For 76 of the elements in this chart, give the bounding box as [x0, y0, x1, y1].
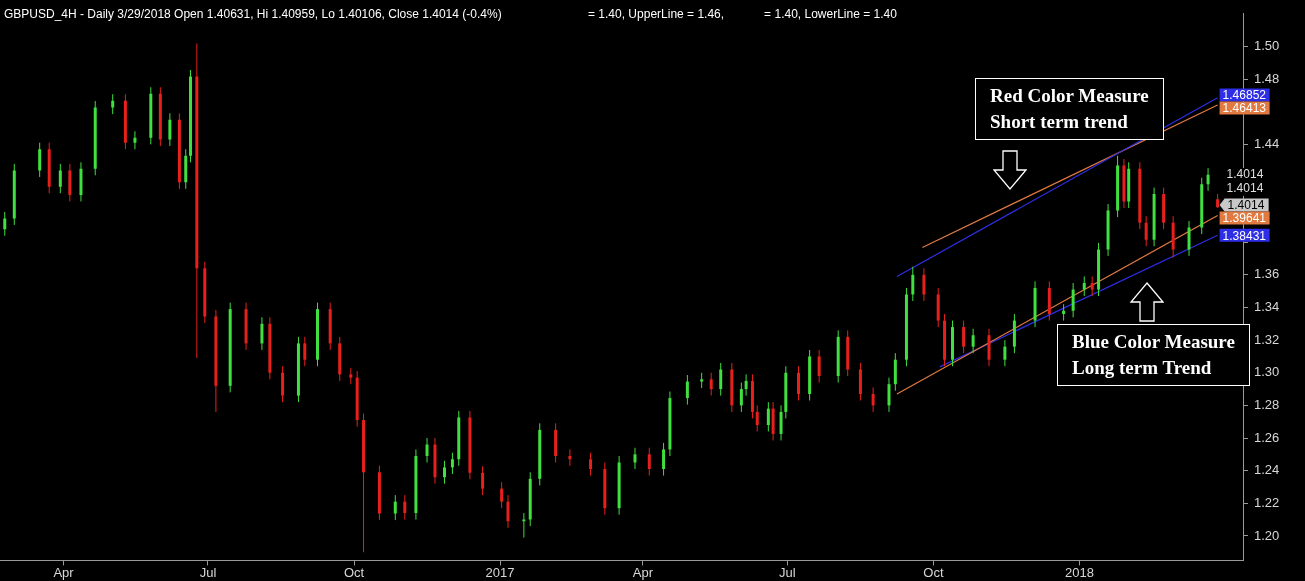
y-tick-label: 1.20 [1254, 527, 1280, 543]
data-label: 1.46852 [1222, 88, 1267, 103]
y-tick-label: 1.48 [1254, 70, 1280, 86]
x-tick-label: Jul [779, 564, 796, 580]
annotation: 1.4014 [1226, 167, 1264, 182]
chart-title: GBPUSD_4H - Daily 3/29/2018 Open 1.40631, Hi 1.40959, Lo 1.40106, Close 1.4014 (-0.4%) [4, 7, 502, 21]
x-tick-label: 2018 [1065, 564, 1094, 580]
candlestick [450, 452, 454, 475]
candlestick [1003, 339, 1007, 367]
candlestick [500, 481, 504, 509]
candlestick [685, 374, 689, 406]
candlestick [133, 130, 137, 150]
y-tick-label: 1.50 [1254, 38, 1280, 54]
candlestick [633, 447, 637, 470]
candlestick [887, 377, 891, 413]
candlestick [3, 211, 7, 237]
candlestick [260, 316, 264, 351]
candlestick [739, 382, 743, 413]
candlestick [647, 447, 651, 477]
annotation: 1.4014 [1226, 181, 1264, 196]
candlestick [111, 93, 115, 115]
candlestick [779, 404, 783, 441]
y-tick-label: 1.44 [1254, 135, 1280, 151]
candlestick [1090, 275, 1094, 297]
candlestick [481, 465, 485, 496]
candlestick [662, 442, 666, 477]
candlestick [303, 336, 307, 367]
x-tick-label: Oct [923, 564, 944, 580]
y-tick-label: 1.36 [1254, 266, 1280, 282]
y-tick-label: 1.30 [1254, 364, 1280, 380]
y-tick-label: 1.24 [1254, 462, 1280, 478]
candlestick [755, 404, 759, 432]
candlestick [425, 437, 429, 463]
candlestick [393, 494, 397, 521]
candlestick [719, 362, 723, 397]
candlestick [1144, 215, 1148, 247]
x-tick-label: Apr [632, 564, 654, 580]
candlestick [168, 112, 172, 147]
candlestick [506, 494, 510, 529]
y-tick-label: 1.34 [1254, 299, 1280, 315]
data-label: 1.46413 [1222, 101, 1267, 116]
data-label: 1.39641 [1222, 211, 1267, 226]
x-tick-label: Apr [53, 564, 75, 580]
y-tick-label: 1.32 [1254, 331, 1280, 347]
candlestick [962, 320, 966, 354]
candlestick [911, 266, 915, 302]
candlestick [58, 163, 62, 194]
annotation: 1.4014 [1227, 198, 1265, 213]
candlestick [709, 372, 713, 397]
candlestick [38, 142, 42, 178]
x-tick-label: Oct [343, 564, 365, 580]
candlestick [817, 349, 821, 384]
chart-subtitle: = 1.40, UpperLine = 1.46, = 1.40, LowerLine = 1.40 [588, 7, 897, 21]
candlestick [443, 460, 446, 485]
y-tick-label: 1.28 [1254, 396, 1280, 412]
candlestick [1206, 167, 1210, 192]
x-tick-label: 2017 [485, 564, 515, 580]
x-tick-label: Jul [199, 564, 217, 580]
candlestick [922, 267, 926, 302]
candlestick [589, 452, 593, 477]
candlestick [971, 328, 975, 354]
y-tick-label: 1.22 [1254, 494, 1280, 510]
candlestick [403, 494, 407, 521]
candlestick [871, 386, 875, 413]
candlestick [797, 365, 800, 401]
candlestick [281, 365, 285, 403]
candlestick [1187, 220, 1191, 257]
annotation: Blue Color Measure Long term Trend [1057, 324, 1250, 386]
annotation: Red Color Measure Short term trend [975, 78, 1164, 140]
candlestick [1082, 275, 1086, 297]
candlestick [568, 448, 572, 467]
data-label: 1.38431 [1222, 228, 1267, 243]
candlestick [766, 401, 770, 432]
y-tick-label: 1.26 [1254, 429, 1280, 445]
candlestick [1071, 282, 1075, 318]
candlestick [744, 373, 748, 397]
